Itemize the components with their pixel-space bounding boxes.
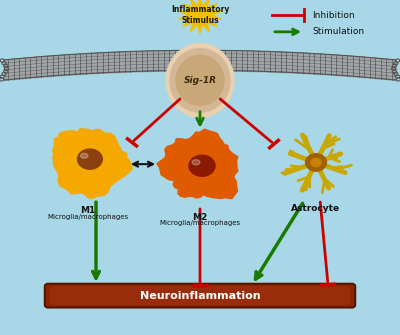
Ellipse shape — [166, 44, 234, 117]
Ellipse shape — [170, 49, 230, 112]
Polygon shape — [157, 129, 238, 199]
Text: Neuroinflammation: Neuroinflammation — [140, 291, 260, 300]
Text: Inhibition: Inhibition — [312, 11, 355, 19]
FancyBboxPatch shape — [45, 284, 355, 308]
Text: Stimulation: Stimulation — [312, 27, 364, 36]
Ellipse shape — [176, 55, 224, 106]
Ellipse shape — [80, 153, 88, 158]
Text: Inflammatory
Stimulus: Inflammatory Stimulus — [171, 5, 229, 25]
Polygon shape — [178, 0, 222, 34]
Ellipse shape — [189, 155, 215, 176]
FancyBboxPatch shape — [50, 286, 350, 305]
Text: Microglia/macrophages: Microglia/macrophages — [48, 214, 128, 220]
Polygon shape — [53, 129, 132, 198]
Ellipse shape — [306, 154, 326, 171]
Text: Microglia/macrophages: Microglia/macrophages — [160, 220, 240, 226]
Text: Sig-1R: Sig-1R — [184, 76, 216, 85]
Ellipse shape — [311, 158, 321, 167]
Ellipse shape — [78, 149, 102, 169]
Text: M2: M2 — [192, 213, 208, 222]
Ellipse shape — [192, 159, 200, 165]
Text: Astrocyte: Astrocyte — [292, 204, 340, 213]
Text: M1: M1 — [80, 206, 96, 215]
